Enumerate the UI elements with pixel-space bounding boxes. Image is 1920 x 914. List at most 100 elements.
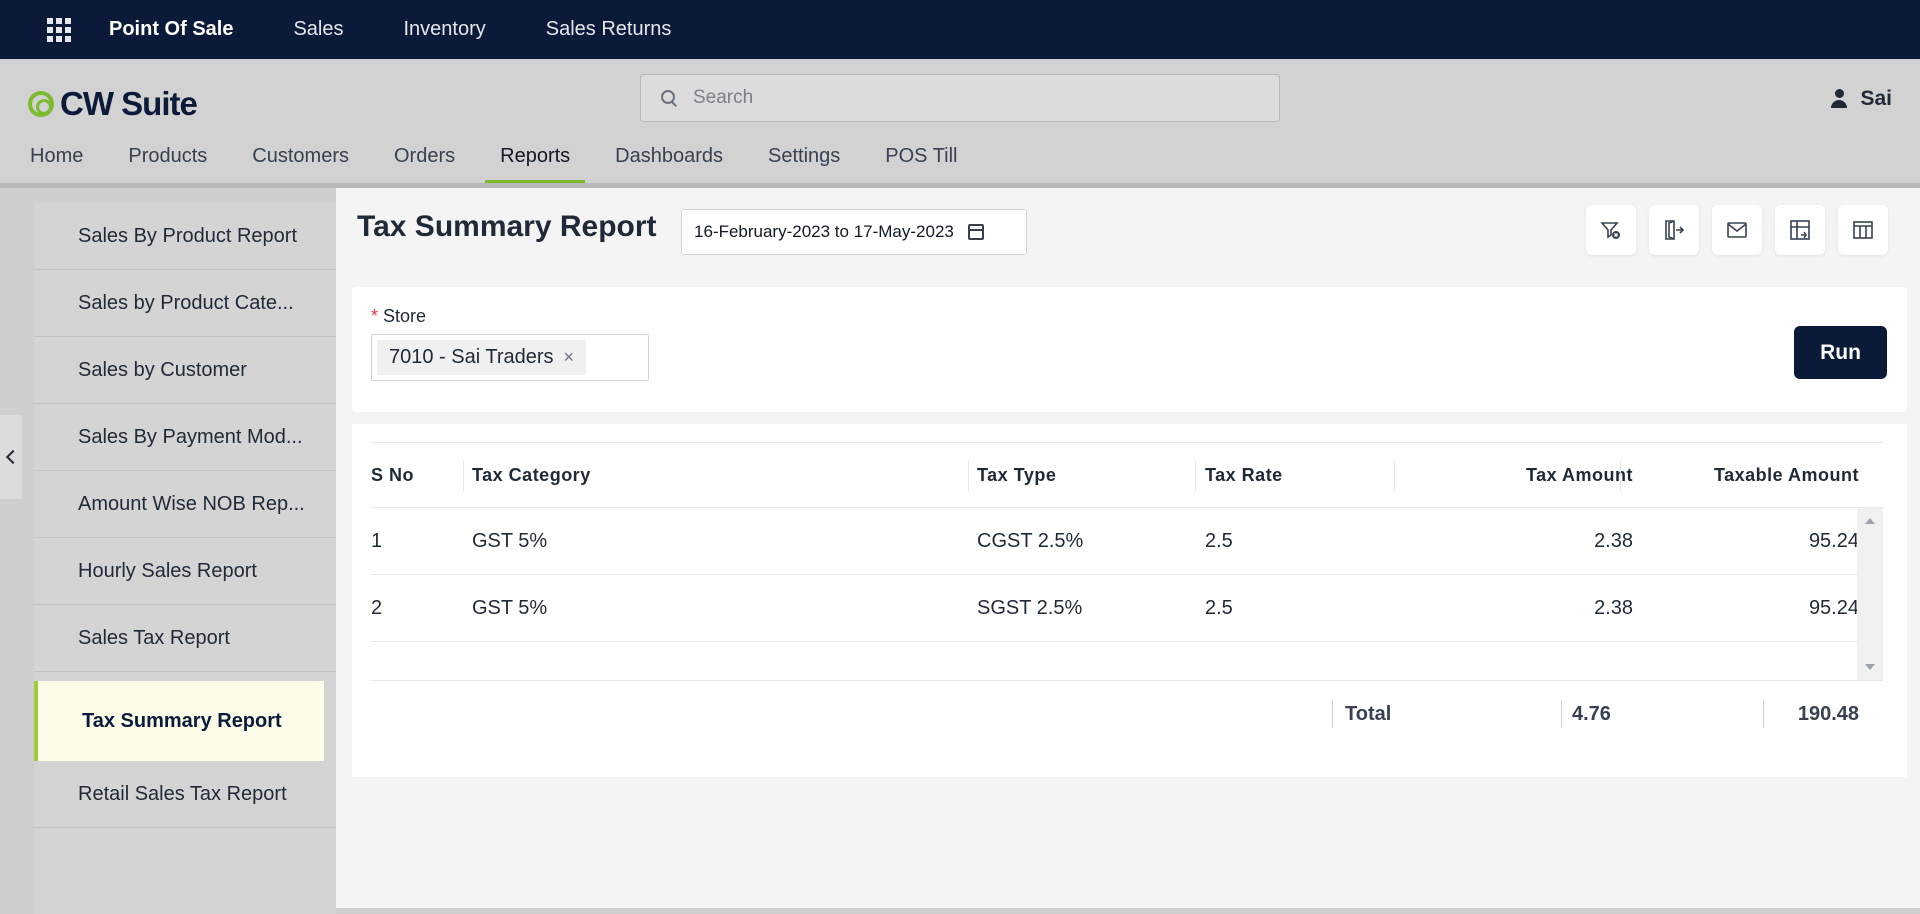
scroll-up-icon[interactable]	[1865, 518, 1875, 524]
user-menu[interactable]: Sai	[1830, 87, 1892, 111]
date-range-picker[interactable]: 16-February-2023 to 17-May-2023	[681, 209, 1027, 255]
main-nav: Home Products Customers Orders Reports D…	[0, 143, 973, 183]
total-label: Total	[1345, 703, 1392, 725]
store-tag-label: 7010 - Sai Traders	[389, 346, 554, 368]
cell-tax-type: SGST 2.5%	[977, 597, 1083, 619]
sidebar-item-sales-by-product-category[interactable]: Sales by Product Cate...	[34, 270, 336, 337]
col-header-taxable-amount[interactable]: Taxable Amount	[1713, 465, 1859, 485]
cell-tax-rate: 2.5	[1205, 597, 1233, 619]
table-row[interactable]: 2 GST 5% SGST 2.5% 2.5 2.38 95.24	[371, 575, 1859, 642]
logo-text: CW Suite	[60, 85, 198, 122]
nav-item-settings[interactable]: Settings	[768, 145, 841, 167]
cell-taxable-amount: 95.24	[1808, 530, 1859, 552]
col-header-sno[interactable]: S No	[371, 465, 415, 485]
clear-filter-icon	[1600, 222, 1620, 239]
nav-item-reports[interactable]: Reports	[485, 143, 586, 183]
search-input[interactable]	[693, 87, 1253, 109]
total-separator	[1561, 700, 1562, 728]
store-label: * Store	[371, 306, 426, 327]
pivot-button[interactable]	[1775, 205, 1825, 255]
user-icon	[1830, 89, 1848, 109]
topbar-item-point-of-sale[interactable]: Point Of Sale	[109, 18, 234, 40]
export-icon	[1665, 220, 1685, 240]
nav-item-pos-till[interactable]: POS Till	[885, 145, 958, 167]
header-divider	[0, 183, 1920, 188]
cell-tax-rate: 2.5	[1205, 530, 1233, 552]
nav-item-orders[interactable]: Orders	[394, 145, 456, 167]
topbar-item-inventory[interactable]: Inventory	[403, 18, 486, 40]
cell-tax-type: CGST 2.5%	[977, 530, 1084, 552]
cell-tax-amount: 2.38	[1594, 530, 1633, 552]
table-scrollbar[interactable]	[1857, 508, 1883, 680]
date-range-value: 16-February-2023 to 17-May-2023	[694, 222, 954, 241]
main-content: Tax Summary Report 16-February-2023 to 1…	[336, 188, 1920, 908]
total-separator	[1332, 700, 1333, 728]
required-mark: *	[371, 306, 379, 326]
run-button[interactable]: Run	[1794, 326, 1887, 379]
search-icon	[661, 90, 677, 106]
pivot-icon	[1790, 220, 1810, 240]
table-header: S No Tax Category Tax Type Tax Rate Tax …	[371, 442, 1883, 508]
header: CW Suite Sai Home Products Customers Ord…	[0, 59, 1920, 183]
col-separator	[463, 461, 464, 491]
sidebar-collapse-button[interactable]	[0, 415, 22, 499]
nav-item-home[interactable]: Home	[30, 145, 84, 167]
filter-card: * Store 7010 - Sai Traders × Run	[352, 287, 1907, 412]
topbar-item-sales[interactable]: Sales	[293, 18, 344, 40]
nav-item-dashboards[interactable]: Dashboards	[615, 145, 723, 167]
sidebar-item-sales-by-payment-mode[interactable]: Sales By Payment Mod...	[34, 404, 336, 471]
col-separator	[1195, 461, 1196, 491]
nav-item-customers[interactable]: Customers	[252, 145, 349, 167]
sidebar-item-hourly-sales[interactable]: Hourly Sales Report	[34, 538, 336, 605]
col-separator	[1394, 461, 1395, 491]
apps-grid-icon[interactable]	[47, 17, 71, 42]
col-header-tax-amount[interactable]: Tax Amount	[1526, 465, 1633, 485]
columns-button[interactable]	[1838, 205, 1888, 255]
sidebar-item-sales-by-product[interactable]: Sales By Product Report	[34, 203, 336, 270]
table-bottom-divider	[371, 680, 1883, 681]
cell-sno: 2	[371, 597, 383, 619]
col-header-tax-type[interactable]: Tax Type	[977, 465, 1057, 485]
email-button[interactable]	[1712, 205, 1762, 255]
columns-icon	[1853, 221, 1873, 239]
total-tax-amount: 4.76	[1572, 703, 1611, 725]
topbar-item-sales-returns[interactable]: Sales Returns	[545, 18, 672, 40]
col-separator	[968, 461, 969, 491]
export-button[interactable]	[1649, 205, 1699, 255]
total-taxable-amount: 190.48	[1797, 703, 1859, 725]
cell-tax-category: GST 5%	[472, 597, 548, 619]
sidebar-item-sales-tax[interactable]: Sales Tax Report	[34, 605, 336, 672]
sidebar-item-retail-sales-tax[interactable]: Retail Sales Tax Report	[34, 761, 336, 828]
col-header-tax-rate[interactable]: Tax Rate	[1205, 465, 1283, 485]
cell-tax-amount: 2.38	[1594, 597, 1633, 619]
sidebar-item-tax-summary[interactable]: Tax Summary Report	[34, 681, 324, 761]
search-box[interactable]	[640, 74, 1280, 122]
col-separator	[1620, 461, 1621, 491]
close-icon[interactable]: ×	[563, 347, 575, 367]
logo[interactable]: CW Suite	[28, 85, 198, 123]
table-total-row: Total 4.76 190.48	[371, 694, 1883, 734]
top-app-bar: Point Of Sale Sales Inventory Sales Retu…	[0, 0, 1920, 59]
user-name: Sai	[1860, 87, 1892, 110]
nav-item-products[interactable]: Products	[128, 145, 208, 167]
total-separator	[1763, 700, 1764, 728]
sidebar-item-amount-wise-nob[interactable]: Amount Wise NOB Rep...	[34, 471, 336, 538]
reports-sidebar: Sales By Product Report Sales by Product…	[34, 203, 336, 914]
cell-tax-category: GST 5%	[472, 530, 548, 552]
cell-taxable-amount: 95.24	[1808, 597, 1859, 619]
store-select[interactable]: 7010 - Sai Traders ×	[371, 334, 649, 381]
email-icon	[1727, 222, 1747, 238]
cell-sno: 1	[371, 530, 383, 552]
page-title: Tax Summary Report	[357, 210, 657, 243]
sidebar-item-sales-by-customer[interactable]: Sales by Customer	[34, 337, 336, 404]
calendar-icon	[967, 224, 984, 240]
store-tag: 7010 - Sai Traders ×	[377, 340, 587, 375]
logo-mark-icon	[28, 91, 54, 117]
table-row[interactable]: 1 GST 5% CGST 2.5% 2.5 2.38 95.24	[371, 508, 1859, 575]
col-header-tax-category[interactable]: Tax Category	[472, 465, 591, 485]
scroll-down-icon[interactable]	[1865, 664, 1875, 670]
clear-filter-button[interactable]	[1586, 205, 1636, 255]
store-label-text: Store	[383, 306, 427, 326]
chevron-left-icon	[5, 449, 21, 465]
report-table-card: S No Tax Category Tax Type Tax Rate Tax …	[352, 424, 1907, 777]
